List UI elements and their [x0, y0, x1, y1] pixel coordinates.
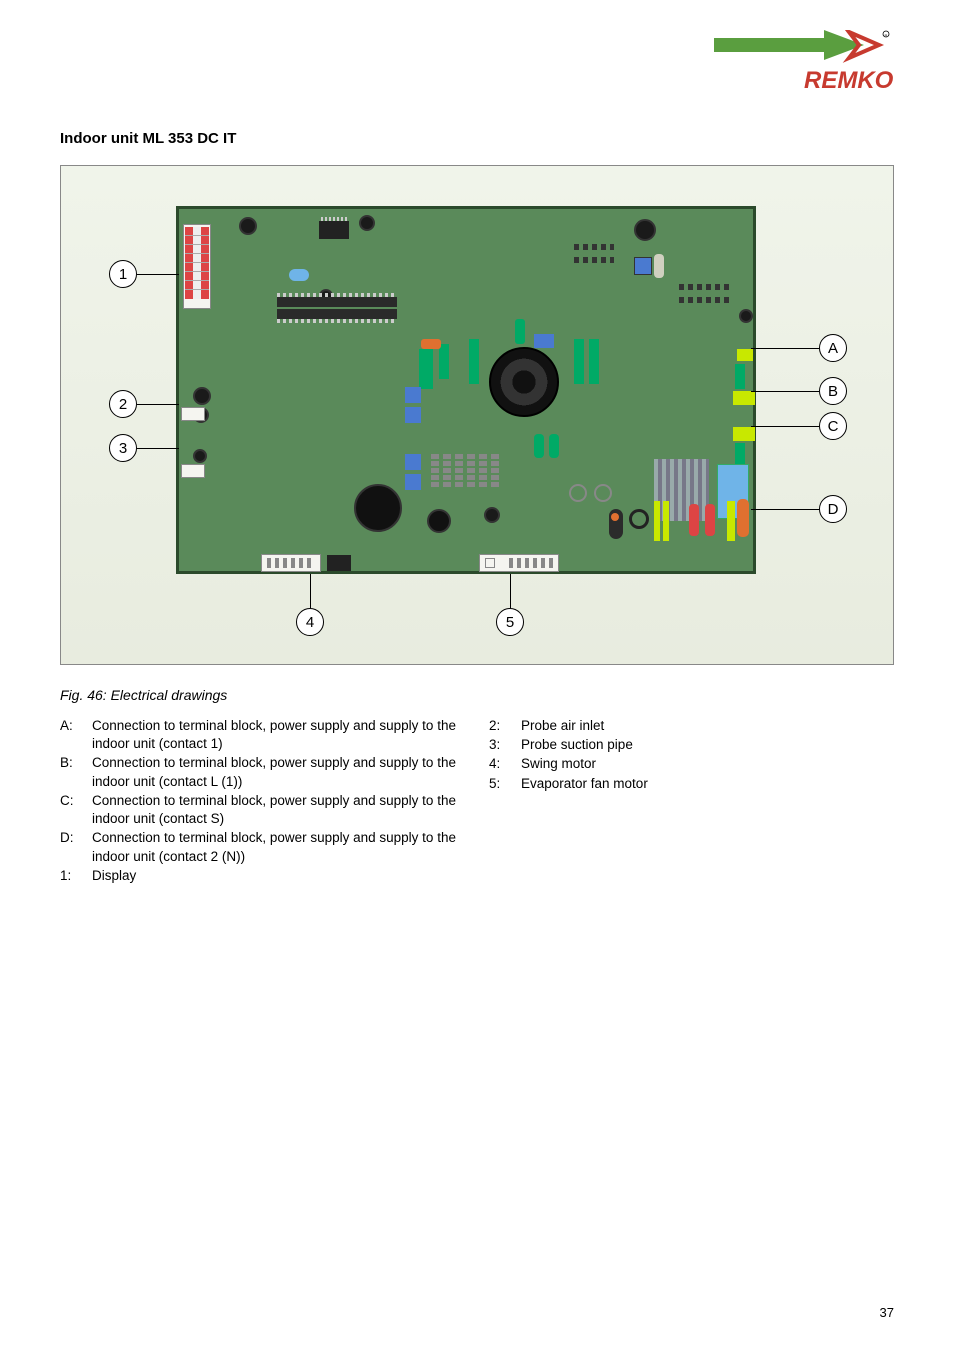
connector-3 — [181, 464, 205, 478]
svg-text:R: R — [885, 33, 888, 38]
contact-a — [737, 349, 753, 361]
legend: A:Connection to terminal block, power su… — [60, 717, 894, 886]
figure-caption: Fig. 46: Electrical drawings — [60, 687, 894, 703]
callout-1: 1 — [109, 260, 137, 288]
contact-d — [654, 501, 660, 541]
callout-c: C — [819, 412, 847, 440]
legend-col-right: 2:Probe air inlet 3:Probe suction pipe 4… — [489, 717, 894, 886]
callout-3: 3 — [109, 434, 137, 462]
callout-d: D — [819, 495, 847, 523]
callout-5: 5 — [496, 608, 524, 636]
callout-a: A — [819, 334, 847, 362]
contact-c — [733, 427, 755, 441]
page-title: Indoor unit ML 353 DC IT — [60, 130, 894, 147]
legend-col-left: A:Connection to terminal block, power su… — [60, 717, 465, 886]
callout-b: B — [819, 377, 847, 405]
svg-text:REMKO: REMKO — [804, 67, 894, 94]
callout-2: 2 — [109, 390, 137, 418]
page-number: 37 — [880, 1305, 894, 1320]
electrical-diagram: 1 2 3 A B C D 4 5 — [60, 165, 894, 665]
brand-logo: R REMKO — [714, 30, 894, 100]
callout-4: 4 — [296, 608, 324, 636]
connector-2 — [181, 407, 205, 421]
contact-b — [733, 391, 755, 405]
pcb-board — [176, 206, 756, 574]
